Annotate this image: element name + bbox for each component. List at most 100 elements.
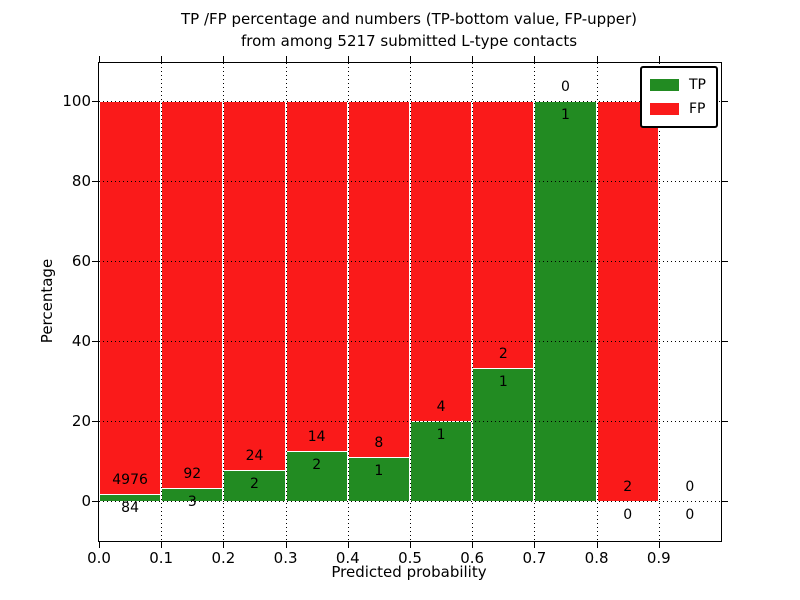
x-gridline [658, 63, 660, 541]
x-gridline [285, 63, 287, 541]
x-gridline [596, 63, 598, 541]
bar-segment-tp [99, 494, 162, 501]
fp-count-label: 2 [623, 479, 633, 495]
bar-segment-tp [347, 456, 410, 501]
bar-segment-fp [596, 101, 659, 501]
bar-segment-fp [347, 101, 410, 457]
x-tick [534, 542, 536, 548]
y-tick [92, 101, 98, 102]
bar-segment-fp [99, 101, 162, 495]
x-tick-top [534, 56, 536, 62]
bar-segment-fp [285, 101, 348, 451]
x-gridline [347, 63, 349, 541]
x-tick [472, 542, 474, 548]
x-tick-top [99, 56, 100, 62]
legend-label: FP [689, 101, 706, 117]
x-gridline [534, 63, 536, 541]
x-tick-top [285, 56, 287, 62]
fp-count-label: 4 [436, 399, 446, 415]
x-tick [410, 542, 411, 548]
fp-count-label: 24 [245, 448, 264, 465]
y-tick-right [722, 261, 728, 262]
tp-count-label: 1 [436, 427, 446, 443]
y-tick [92, 421, 98, 422]
bar-segment-tp [223, 470, 286, 501]
chart-title: TP /FP percentage and numbers (TP-bottom… [98, 8, 720, 52]
x-tick [161, 542, 163, 548]
tp-count-label: 2 [312, 457, 322, 473]
x-tick-top [596, 56, 598, 62]
y-tick-label: 40 [71, 332, 91, 350]
x-tick-top [223, 56, 225, 62]
tp-count-label: 1 [561, 107, 570, 123]
y-tick-right [722, 421, 728, 422]
tp-count-label: 3 [187, 494, 197, 511]
x-tick [99, 542, 100, 548]
y-tick-label: 0 [81, 492, 91, 510]
x-tick-label: 0.6 [460, 549, 485, 567]
x-tick-top [161, 56, 163, 62]
x-gridline [161, 63, 163, 541]
x-tick-top [658, 56, 660, 62]
y-tick [92, 501, 98, 502]
y-tick [92, 261, 98, 262]
fp-count-label: 92 [183, 466, 202, 483]
y-tick-label: 60 [71, 252, 91, 270]
y-tick-right [722, 501, 728, 502]
x-tick-label: 0.0 [87, 549, 111, 567]
fp-count-label: 0 [561, 79, 570, 95]
y-tick-right [722, 101, 728, 102]
fp-count-label: 0 [685, 479, 695, 495]
legend-row: TP [650, 73, 706, 97]
y-tick [92, 181, 98, 182]
x-tick [285, 542, 287, 548]
x-gridline [223, 63, 225, 541]
tp-count-label: 0 [623, 507, 633, 523]
x-gridline [410, 63, 411, 541]
x-tick-label: 0.5 [398, 549, 422, 567]
y-tick-label: 80 [71, 172, 91, 190]
x-gridline [472, 63, 474, 541]
x-tick-top [410, 56, 411, 62]
y-tick-right [722, 341, 728, 342]
bar-segment-fp [472, 101, 535, 368]
x-tick-top [347, 56, 349, 62]
tp-count-label: 1 [498, 373, 508, 390]
y-axis-label: Percentage [38, 258, 56, 344]
x-tick-top [472, 56, 474, 62]
x-tick-label: 0.9 [646, 549, 671, 567]
x-tick-label: 0.4 [335, 549, 360, 567]
fp-count-label: 8 [374, 434, 384, 451]
x-tick-label: 0.8 [584, 549, 609, 567]
tp-count-label: 2 [250, 476, 259, 493]
y-tick [92, 341, 98, 342]
plot-area: TP FP 4976 84 92 3 24 2 14 2 8 1 4 1 2 1 0 1 2 0 0 0 0 20 40 60 8… [62, 56, 728, 567]
x-tick [347, 542, 349, 548]
bar-segment-fp [161, 101, 224, 489]
x-tick-label: 0.3 [273, 549, 298, 567]
x-axis-label: Predicted probability [331, 563, 487, 581]
x-tick-label: 0.2 [211, 549, 236, 567]
bar-segment-fp [223, 101, 286, 471]
legend-label: TP [689, 77, 706, 93]
legend-row: FP [650, 97, 706, 121]
fp-count-label: 14 [307, 429, 326, 445]
legend-swatch-tp [650, 79, 679, 91]
y-tick-label: 100 [62, 92, 91, 110]
legend: TP FP [640, 66, 718, 128]
fp-count-label: 4976 [112, 472, 148, 489]
bar-segment-tp [285, 451, 348, 501]
chart-title-line1: TP /FP percentage and numbers (TP-bottom… [181, 10, 637, 28]
x-tick-label: 0.7 [522, 549, 547, 567]
legend-swatch-fp [650, 103, 679, 115]
chart-title-line2: from among 5217 submitted L-type contact… [240, 32, 578, 50]
bar-segment-tp [472, 367, 535, 501]
tp-count-label: 1 [374, 462, 384, 479]
x-tick-label: 0.1 [149, 549, 174, 567]
x-tick [596, 542, 598, 548]
fp-count-label: 2 [498, 345, 508, 362]
bar-segment-tp [534, 101, 597, 501]
y-tick-label: 20 [71, 412, 91, 430]
tp-count-label: 0 [685, 507, 695, 523]
